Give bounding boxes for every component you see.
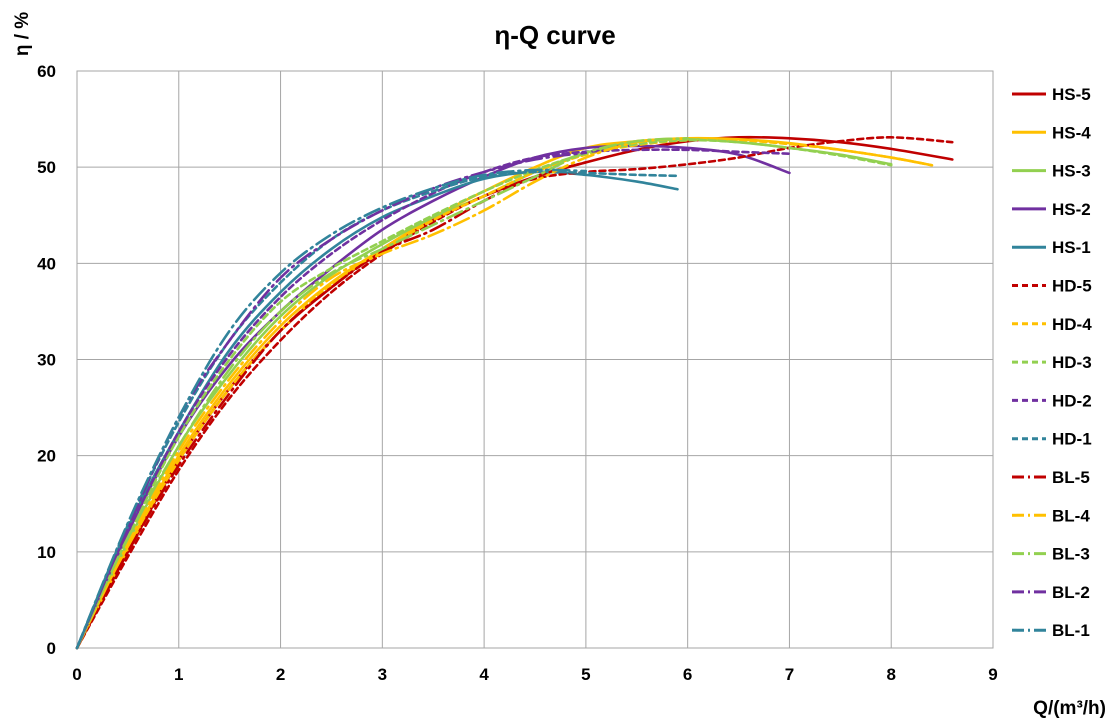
legend-label-bl-3: BL-3 — [1052, 545, 1090, 564]
x-axis-title: Q/(m³/h) — [1033, 698, 1106, 719]
legend-label-hd-5: HD-5 — [1052, 277, 1092, 296]
y-tick-label: 20 — [37, 447, 56, 466]
x-tick-label: 7 — [785, 665, 794, 684]
legend-label-hs-2: HS-2 — [1052, 200, 1091, 219]
legend: HS-5 HS-4 HS-3 HS-2 HS-1 HD-5 HD-4 HD-3 HD-2 HD-1… — [1012, 85, 1092, 640]
legend-label-hs-1: HS-1 — [1052, 238, 1091, 257]
x-tick-label: 0 — [72, 665, 81, 684]
legend-label-hd-1: HD-1 — [1052, 430, 1092, 449]
x-tick-label: 1 — [174, 665, 183, 684]
series-line-bl-3 — [75, 137, 689, 650]
y-tick-label: 40 — [37, 254, 56, 273]
legend-label-hd-2: HD-2 — [1052, 391, 1092, 410]
series-line-bl-2 — [75, 151, 588, 650]
x-tick-label: 2 — [276, 665, 285, 684]
chart-title: η-Q curve — [494, 20, 615, 50]
x-tick-labels: 0 1 2 3 4 5 6 7 8 9 — [72, 665, 997, 684]
legend-label-hs-4: HS-4 — [1052, 123, 1091, 142]
legend-label-bl-5: BL-5 — [1052, 468, 1090, 487]
y-tick-label: 60 — [37, 62, 56, 81]
y-tick-labels: 0 10 20 30 40 50 60 — [37, 62, 56, 658]
legend-label-hs-5: HS-5 — [1052, 85, 1091, 104]
y-tick-label: 50 — [37, 158, 56, 177]
series-line-bl-4 — [75, 137, 689, 650]
y-axis-title: η / % — [12, 12, 33, 56]
y-tick-label: 10 — [37, 543, 56, 562]
series-lines — [75, 135, 954, 650]
y-tick-label: 0 — [47, 639, 56, 658]
x-tick-label: 6 — [683, 665, 692, 684]
x-tick-label: 5 — [581, 665, 590, 684]
legend-label-hd-3: HD-3 — [1052, 353, 1092, 372]
series-line-hd-4 — [75, 138, 934, 650]
y-tick-label: 30 — [37, 351, 56, 370]
x-tick-label: 9 — [988, 665, 997, 684]
legend-label-bl-2: BL-2 — [1052, 583, 1090, 602]
legend-label-bl-1: BL-1 — [1052, 621, 1090, 640]
series-line-hd-2 — [75, 148, 791, 650]
x-tick-label: 4 — [479, 665, 489, 684]
legend-label-hs-3: HS-3 — [1052, 162, 1091, 181]
series-line-hd-3 — [75, 138, 893, 650]
legend-label-bl-4: BL-4 — [1052, 506, 1090, 525]
x-tick-label: 8 — [886, 665, 895, 684]
x-tick-label: 3 — [378, 665, 387, 684]
legend-label-hd-4: HD-4 — [1052, 315, 1092, 334]
series-line-bl-1 — [75, 168, 588, 650]
